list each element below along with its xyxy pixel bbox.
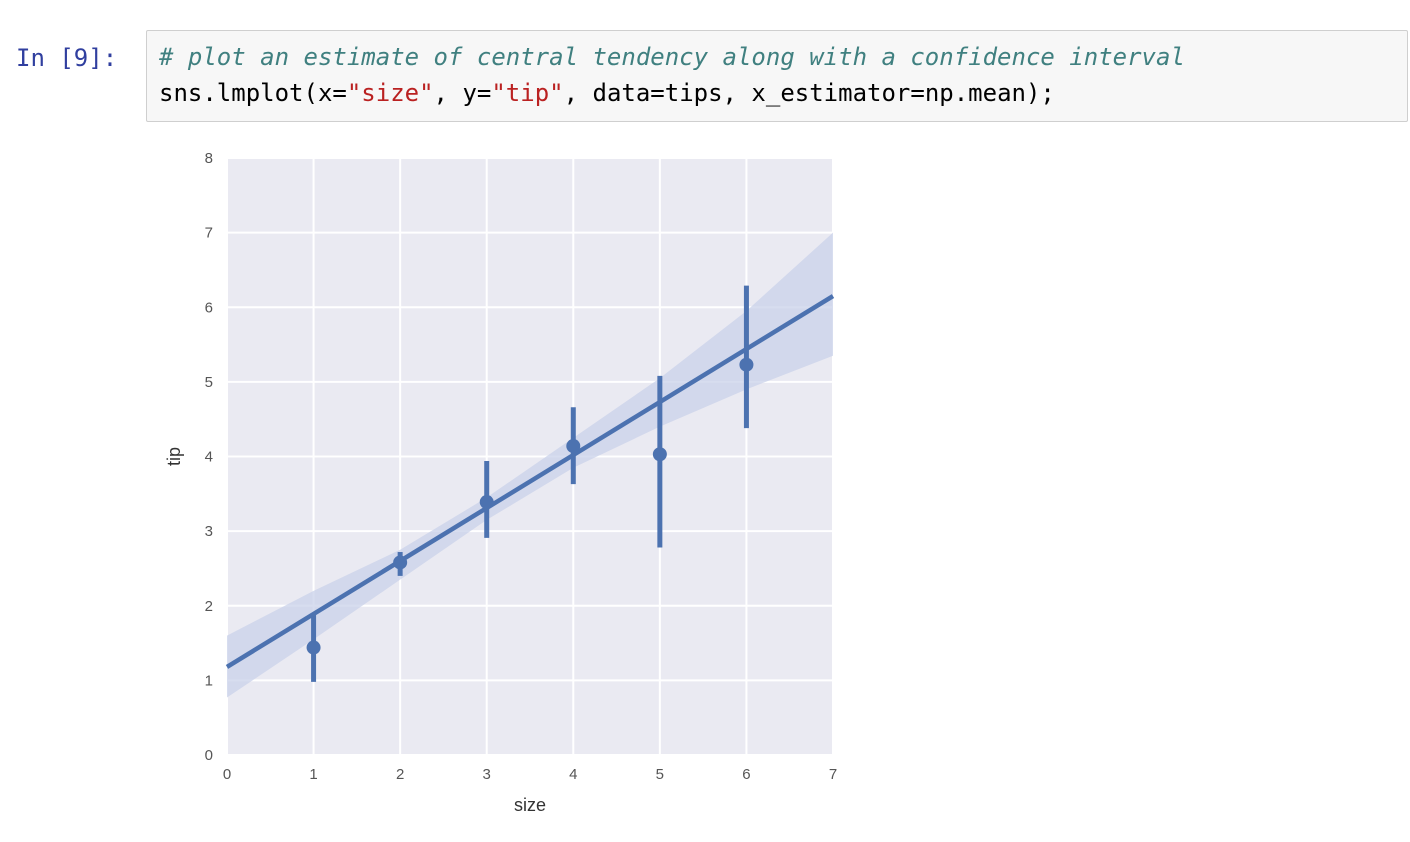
- mean-point: [652, 447, 667, 462]
- cell-output: 0 1 2 3 4 5 6 7 0 1 2 3 4 5 6 7 8 size tip: [160, 136, 860, 836]
- code-suffix: , data=tips, x_estimator=np.mean);: [563, 79, 1055, 107]
- y-tick-label: 3: [205, 523, 213, 540]
- code-prefix: sns.lmplot(x=: [159, 79, 347, 107]
- confidence-band: [227, 232, 833, 698]
- y-tick-label: 2: [205, 598, 213, 615]
- y-tick-label: 8: [205, 150, 213, 167]
- y-axis-label: tip: [164, 447, 184, 466]
- y-tick-label: 1: [205, 672, 213, 689]
- mean-point: [393, 555, 408, 570]
- x-tick-label: 7: [829, 766, 837, 783]
- y-tick-label: 5: [205, 374, 213, 391]
- code-input-cell[interactable]: # plot an estimate of central tendency a…: [146, 30, 1408, 122]
- y-tick-label: 6: [205, 299, 213, 316]
- regression-line: [225, 294, 835, 669]
- mean-point: [566, 439, 581, 454]
- code-string-tip: "tip": [491, 79, 564, 107]
- mean-point: [739, 357, 754, 372]
- y-tick-label: 0: [205, 747, 213, 764]
- mean-point: [306, 640, 321, 655]
- input-prompt: In [9]:: [16, 44, 118, 72]
- x-tick-label: 3: [483, 766, 491, 783]
- x-tick-label: 4: [569, 766, 577, 783]
- mean-point: [479, 495, 494, 510]
- code-line-call: sns.lmplot(x="size", y="tip", data=tips,…: [159, 79, 1055, 107]
- x-axis-label: size: [514, 795, 546, 815]
- x-tick-label: 6: [742, 766, 750, 783]
- x-tick-label: 2: [396, 766, 404, 783]
- y-tick-label: 4: [205, 449, 213, 466]
- x-tick-label: 1: [309, 766, 317, 783]
- y-tick-label: 7: [205, 225, 213, 242]
- code-string-size: "size": [346, 79, 434, 107]
- code-mid: , y=: [433, 79, 492, 107]
- x-tick-label: 0: [223, 766, 231, 783]
- code-comment: # plot an estimate of central tendency a…: [159, 43, 1185, 71]
- code-line-comment: # plot an estimate of central tendency a…: [159, 43, 1185, 71]
- x-tick-label: 5: [656, 766, 664, 783]
- lmplot-chart: 0 1 2 3 4 5 6 7 0 1 2 3 4 5 6 7 8 size tip: [164, 150, 837, 815]
